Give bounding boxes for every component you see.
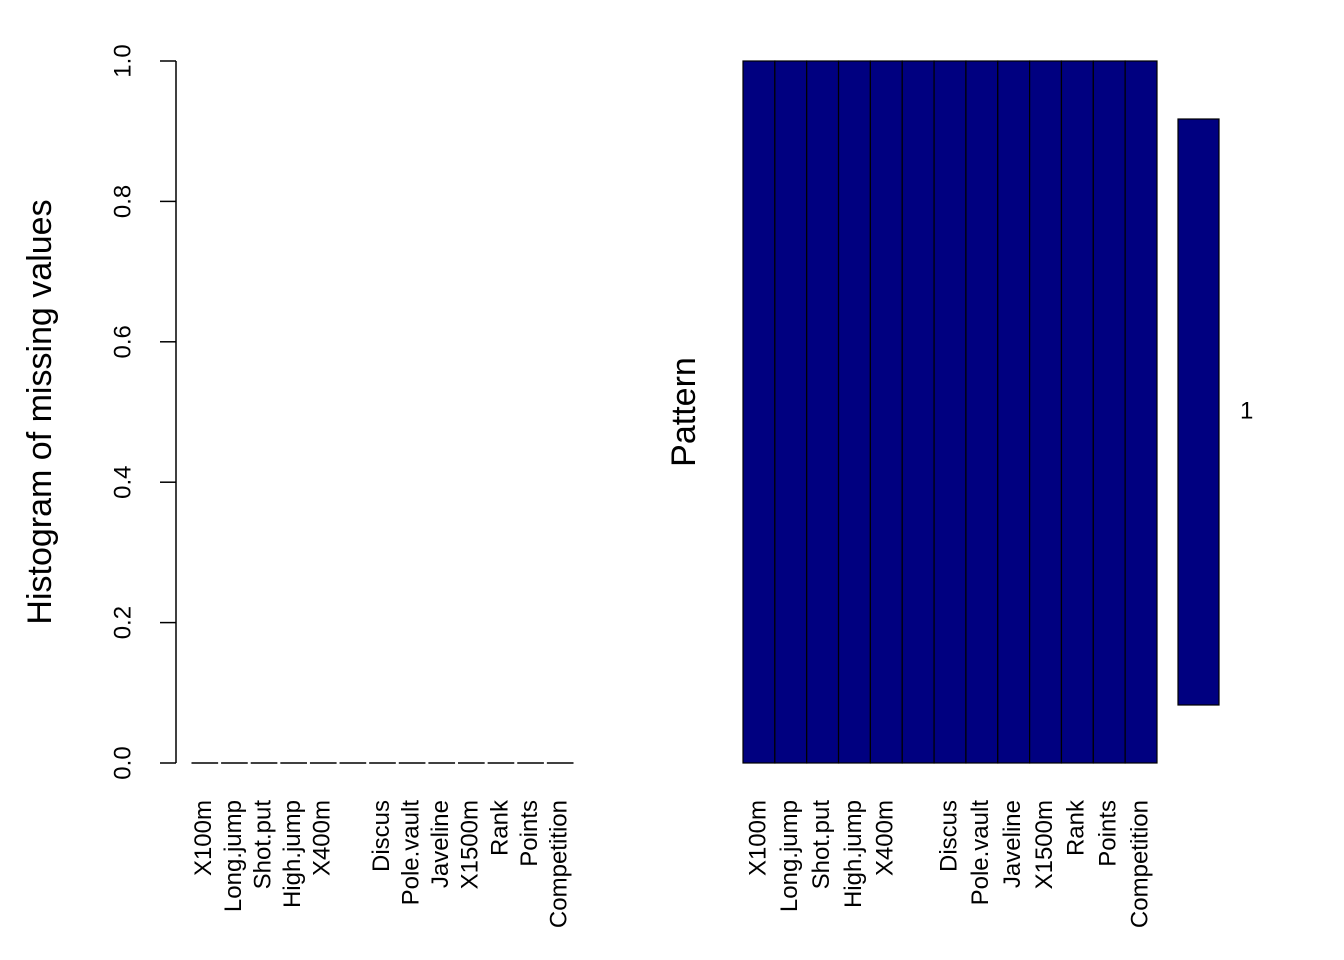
x-tick-label: X400m — [309, 800, 336, 876]
x-tick-label: Javeline — [427, 800, 454, 888]
bar — [398, 762, 426, 764]
pattern-cell — [901, 60, 935, 764]
x-tick-label: Javeline — [999, 800, 1026, 888]
pattern-cell — [1060, 60, 1094, 764]
bar — [191, 762, 219, 764]
y-tick-label: 0.0 — [109, 746, 136, 779]
y-tick-label: 1.0 — [109, 44, 136, 77]
x-tick-label: Discus — [935, 800, 962, 872]
bar — [221, 762, 248, 764]
x-tick-label: X100m — [744, 800, 771, 876]
bar — [428, 762, 456, 764]
pattern-cell — [997, 60, 1031, 764]
x-tick-label: Long.jump — [220, 800, 247, 912]
bar — [339, 762, 367, 764]
y-tick-label: 0.6 — [109, 325, 136, 358]
x-tick-label: High.jump — [279, 800, 306, 908]
x-tick-label: Pole.vault — [397, 800, 424, 906]
x-tick-label: Discus — [368, 800, 395, 872]
x-tick-label: X1500m — [1031, 800, 1058, 889]
pattern-cell — [1124, 60, 1158, 764]
pattern-cell — [933, 60, 967, 764]
bar — [309, 762, 337, 764]
x-tick-label: Pole.vault — [967, 800, 994, 906]
bar — [517, 762, 544, 764]
y-tick-label: 0.2 — [109, 606, 136, 639]
y-axis-label: Pattern — [665, 357, 703, 467]
bar — [280, 762, 307, 764]
pattern-cell — [774, 60, 808, 764]
x-tick-label: Rank — [1063, 799, 1090, 856]
bar — [458, 762, 485, 764]
frequency-bar — [1177, 118, 1220, 706]
y-axis-label: Histogram of missing values — [21, 199, 59, 624]
x-tick-label: Shot.put — [249, 800, 276, 890]
x-tick-label: Points — [1095, 800, 1122, 867]
x-tick-label: Long.jump — [776, 800, 803, 912]
x-tick-label: Rank — [486, 799, 513, 856]
pattern-cell — [806, 60, 840, 764]
y-tick-label: 0.4 — [109, 466, 136, 499]
pattern-cell — [1092, 60, 1126, 764]
bar — [546, 762, 574, 764]
y-tick-label: 0.8 — [109, 185, 136, 218]
x-tick-label: Shot.put — [808, 800, 835, 890]
x-tick-label: X1500m — [457, 800, 484, 889]
pattern-cell — [742, 60, 776, 764]
x-tick-label: Points — [516, 800, 543, 867]
frequency-label: 1 — [1240, 397, 1253, 424]
bar — [250, 762, 278, 764]
x-tick-label: High.jump — [840, 800, 867, 908]
x-tick-label: Competition — [1126, 800, 1153, 928]
x-tick-label: Competition — [546, 800, 573, 928]
pattern-cell — [869, 60, 903, 764]
bar — [487, 762, 515, 764]
pattern-cell — [965, 60, 999, 764]
bar — [369, 762, 396, 764]
pattern-cell — [1029, 60, 1063, 764]
pattern-cell — [837, 60, 871, 764]
x-tick-label: X100m — [190, 800, 217, 876]
x-tick-label: X400m — [872, 800, 899, 876]
